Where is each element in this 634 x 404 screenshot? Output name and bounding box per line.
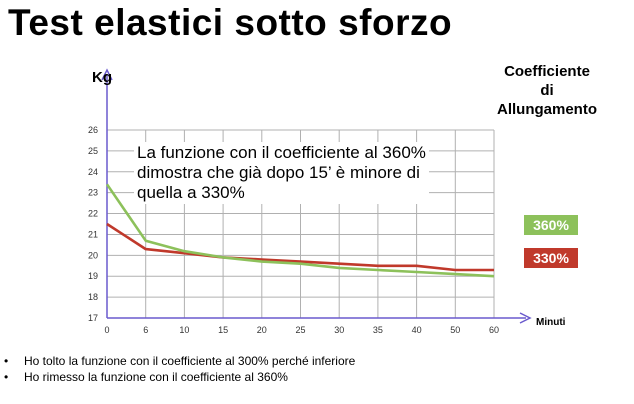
- series-line-330: [106, 222, 494, 272]
- y-tick-label: 25: [88, 146, 98, 156]
- y-tick-label: 26: [88, 125, 98, 135]
- x-tick-label: 6: [143, 325, 148, 335]
- x-tick-label: 15: [218, 325, 228, 335]
- legend-item-360: 360%: [524, 215, 578, 235]
- x-tick-label: 0: [104, 325, 109, 335]
- chart-annotation: La funzione con il coefficiente al 360% …: [134, 142, 429, 204]
- legend-title: Coefficiente di Allungamento: [472, 62, 622, 119]
- y-tick-label: 20: [88, 250, 98, 260]
- y-tick-label: 21: [88, 229, 98, 239]
- annotation-line: quella a 330%: [137, 183, 245, 202]
- x-tick-label: 40: [412, 325, 422, 335]
- x-tick-label: 25: [295, 325, 305, 335]
- page-title: Test elastici sotto sforzo: [8, 2, 453, 43]
- x-tick-label: 60: [489, 325, 499, 335]
- legend-title-line: Coefficiente: [504, 63, 590, 80]
- x-tick-label: 50: [450, 325, 460, 335]
- y-axis-label: Kg: [92, 69, 112, 86]
- legend-title-line: Allungamento: [497, 101, 597, 118]
- y-tick-label: 17: [88, 313, 98, 323]
- x-tick-label: 10: [179, 325, 189, 335]
- bullet-text: Ho rimesso la funzione con il coefficien…: [24, 370, 288, 384]
- x-tick-label: 35: [373, 325, 383, 335]
- y-tick-label: 22: [88, 209, 98, 219]
- y-tick-label: 24: [88, 167, 98, 177]
- bullet-text: Ho tolto la funzione con il coefficiente…: [24, 354, 356, 368]
- annotation-line: dimostra che già dopo 15’ è minore di: [137, 163, 420, 182]
- y-tick-label: 23: [88, 188, 98, 198]
- x-axis-label: Minuti: [536, 317, 566, 328]
- y-tick-label: 19: [88, 271, 98, 281]
- x-axis-arrow-icon: [519, 312, 532, 324]
- y-axis-arrow-icon: [101, 68, 113, 81]
- series-line-360: [105, 183, 495, 278]
- legend-title-line: di: [540, 82, 554, 99]
- bullet-list: • Ho tolto la funzione con il coefficient…: [4, 353, 355, 385]
- bullet-item: • Ho rimesso la funzione con il coefficie…: [4, 369, 355, 385]
- bullet-item: • Ho tolto la funzione con il coefficient…: [4, 353, 355, 369]
- legend-item-330: 330%: [524, 248, 578, 268]
- annotation-line: La funzione con il coefficiente al 360%: [137, 143, 426, 162]
- x-tick-label: 20: [257, 325, 267, 335]
- bullet-icon: •: [4, 370, 9, 384]
- bullet-icon: •: [4, 354, 9, 368]
- y-tick-label: 18: [88, 292, 98, 302]
- x-tick-label: 30: [334, 325, 344, 335]
